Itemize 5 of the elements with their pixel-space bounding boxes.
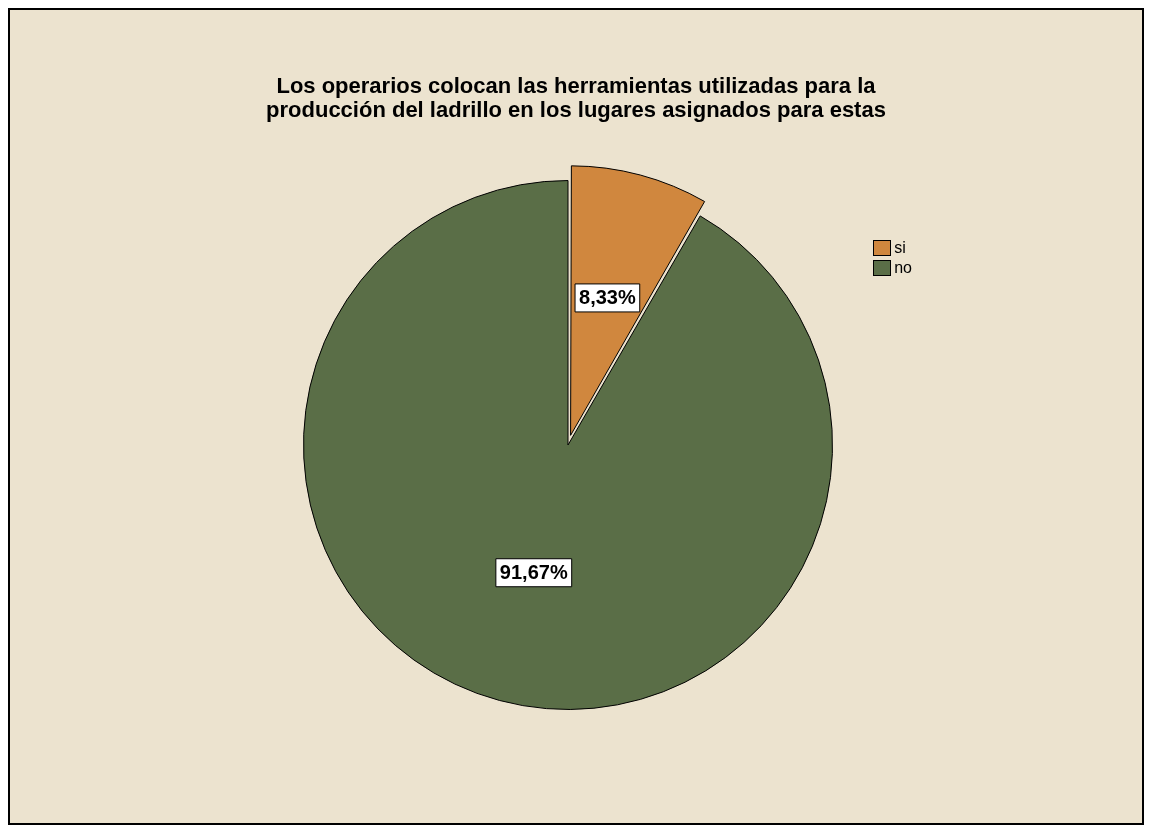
chart-title: Los operarios colocan las herramientas utilizadas para la producción del ladrillo en los lugares asignados para estas (265, 73, 887, 122)
legend-label: si (894, 239, 906, 257)
legend-label: no (894, 259, 912, 277)
data-label: 8,33% (579, 286, 636, 309)
data-label: 91,67% (499, 561, 568, 584)
